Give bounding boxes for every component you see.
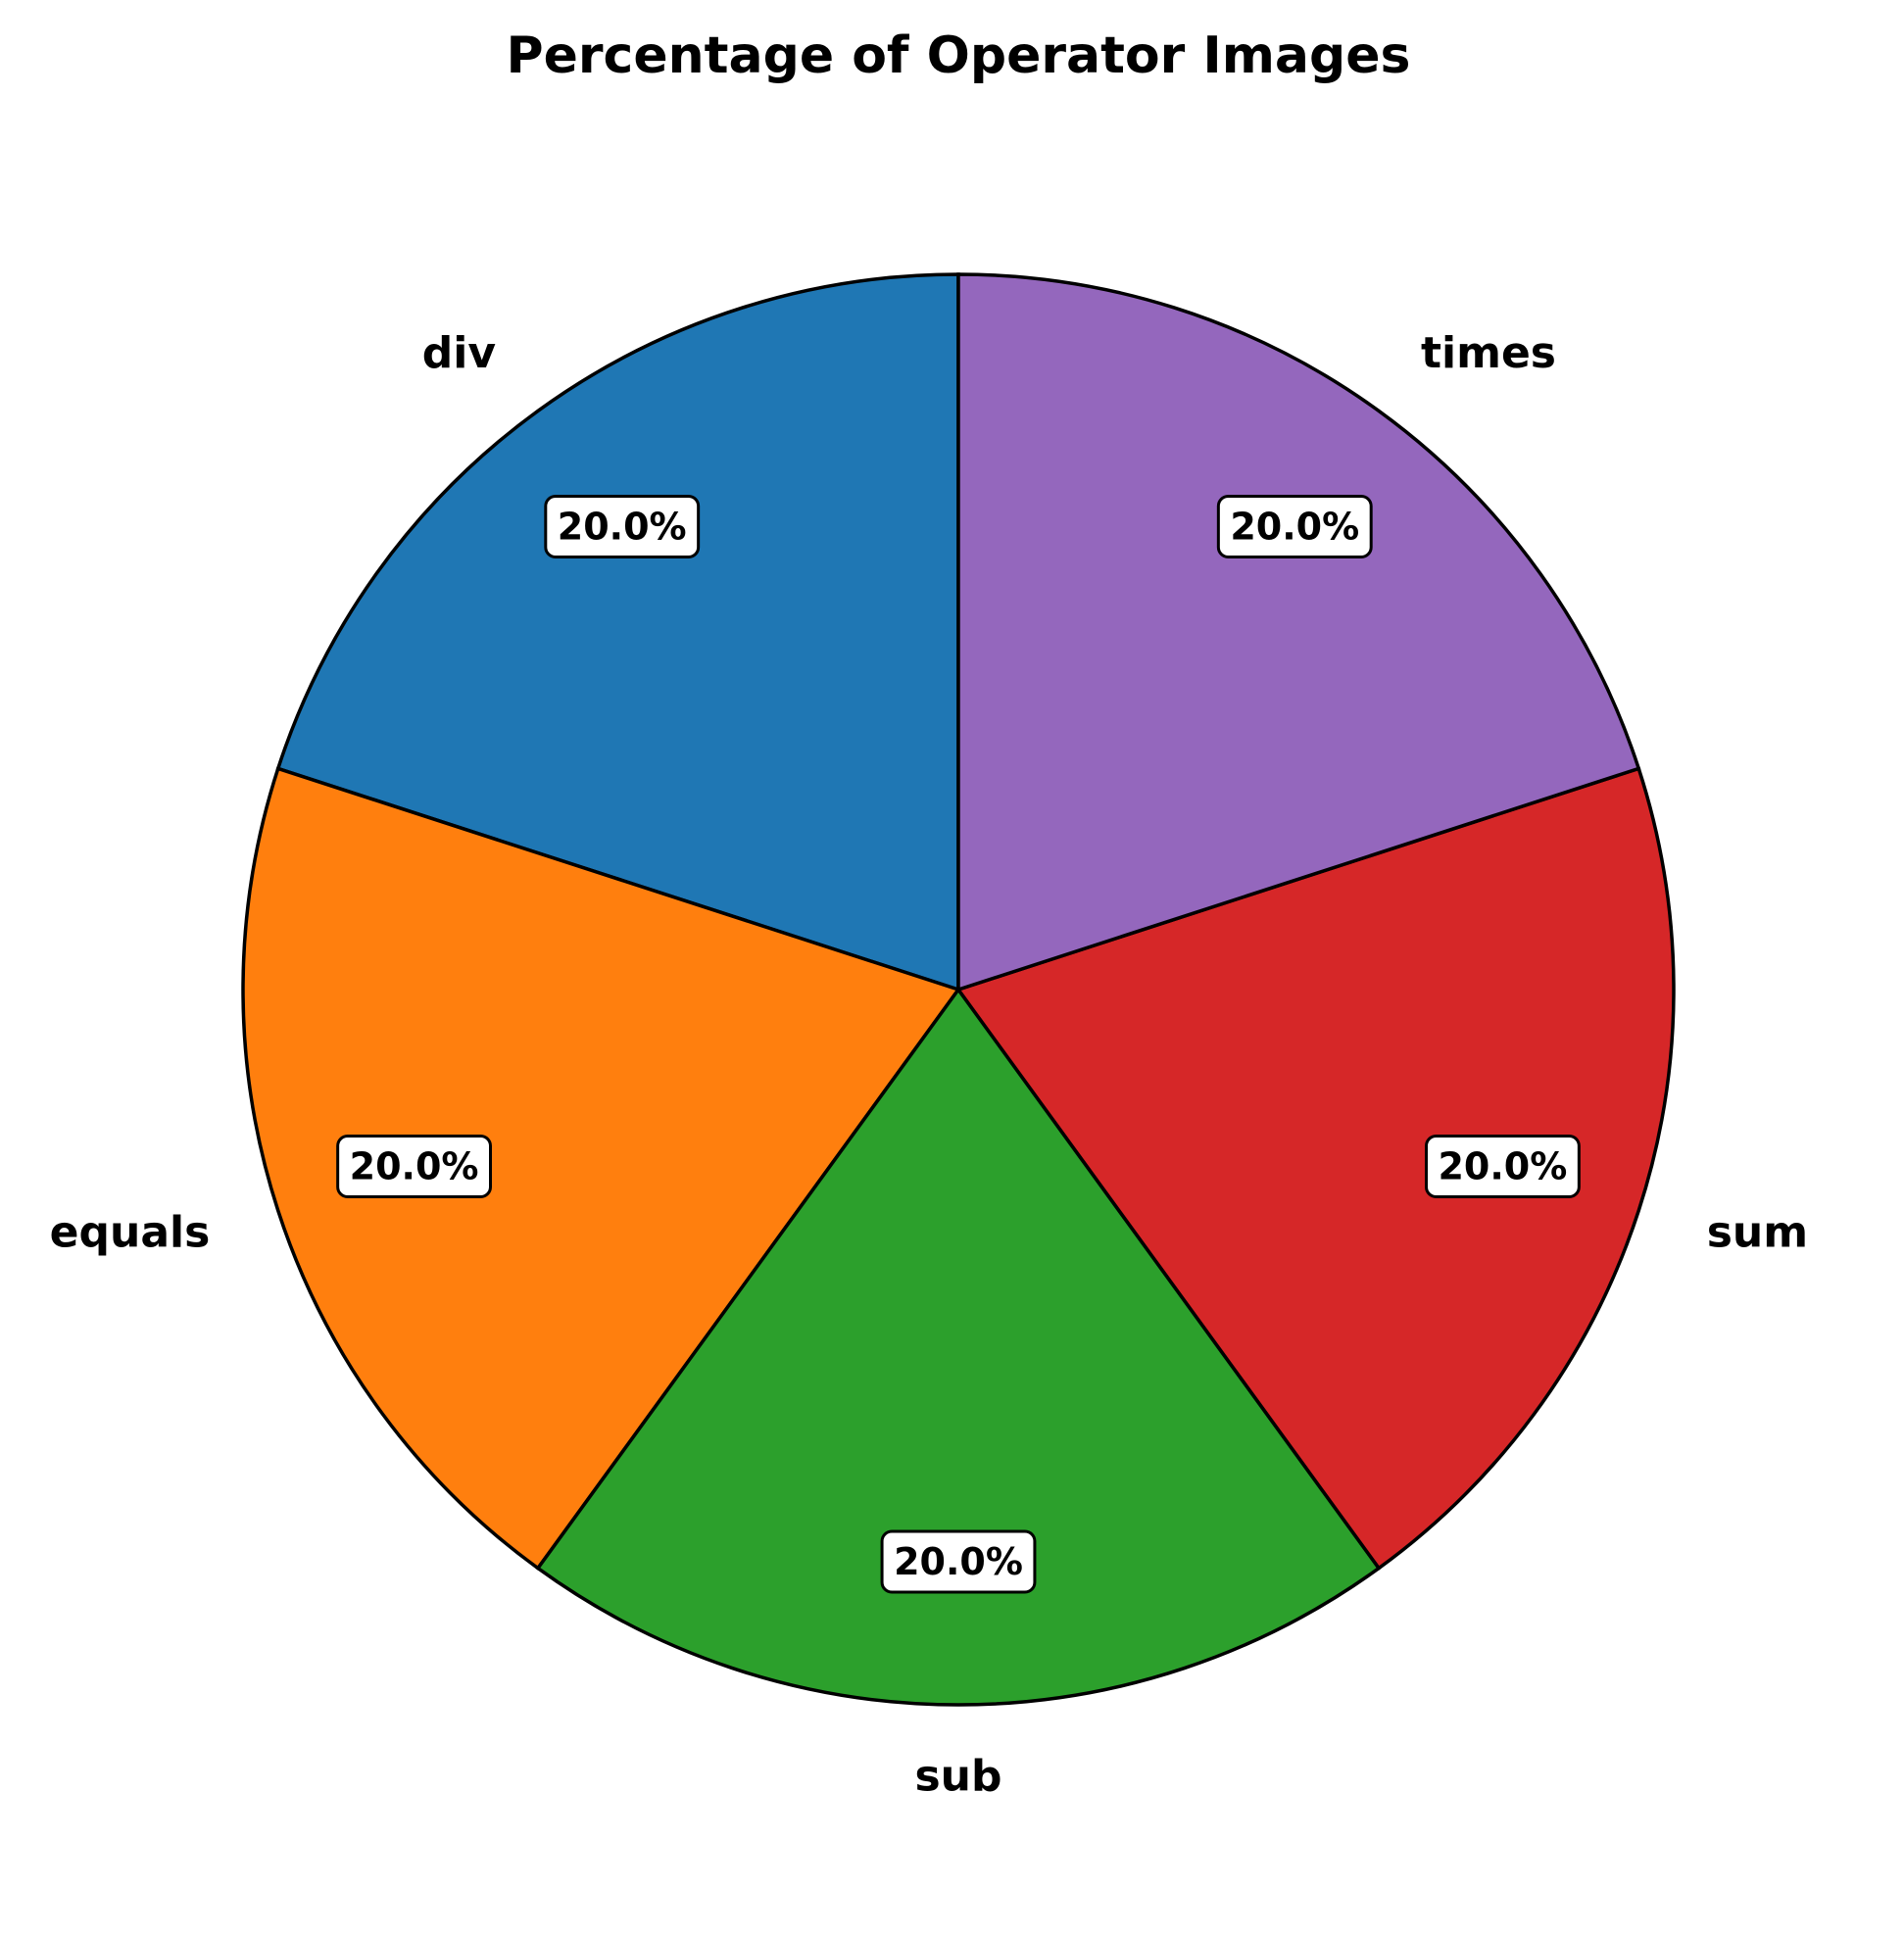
labels-layer: div equals sub sum times	[50, 328, 1808, 1802]
chart-title: Percentage of Operator Images	[507, 26, 1411, 85]
percent-box-div	[544, 495, 701, 559]
percent-box-sub	[880, 1529, 1037, 1594]
percent-label-sub: 20.0%	[880, 1529, 1037, 1594]
percent-box-sum	[1425, 1134, 1581, 1198]
slice-label-equals: equals	[50, 1208, 211, 1258]
percent-label-div: 20.0%	[544, 495, 701, 559]
percent-labels-layer: 20.0% 20.0% 20.0% 20.0% 20.0%	[336, 495, 1581, 1594]
pie-slice-sub	[535, 987, 1382, 1707]
percent-text-sum: 20.0%	[1438, 1144, 1567, 1187]
percent-box-equals	[336, 1134, 492, 1198]
slice-label-times: times	[1421, 328, 1556, 378]
pie-slice-times	[956, 272, 1641, 993]
percent-text-sub: 20.0%	[894, 1540, 1023, 1583]
percent-label-equals: 20.0%	[336, 1134, 492, 1198]
slice-label-div: div	[422, 328, 497, 378]
slice-label-sub: sub	[914, 1752, 1001, 1802]
slices-layer	[241, 272, 1676, 1707]
pie-slice-div	[275, 272, 960, 993]
pie-slice-equals	[241, 766, 961, 1572]
pie-slice-sum	[955, 766, 1676, 1572]
percent-label-sum: 20.0%	[1425, 1134, 1581, 1198]
percent-text-times: 20.0%	[1230, 506, 1359, 549]
percent-box-times	[1216, 495, 1373, 559]
percent-text-equals: 20.0%	[350, 1144, 479, 1187]
percent-label-times: 20.0%	[1216, 495, 1373, 559]
slice-label-sum: sum	[1707, 1208, 1808, 1258]
percent-text-div: 20.0%	[558, 506, 687, 549]
